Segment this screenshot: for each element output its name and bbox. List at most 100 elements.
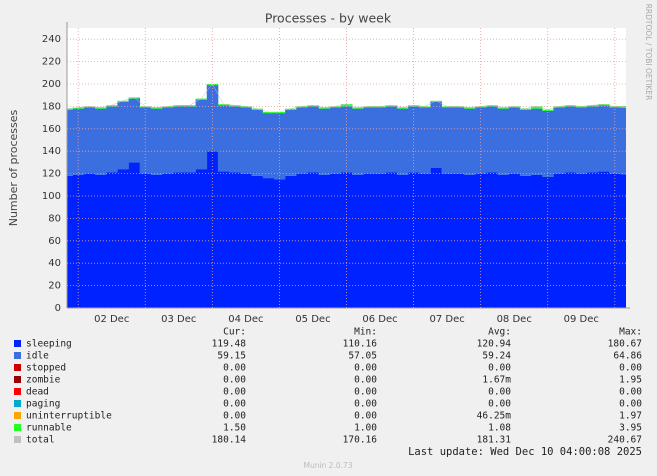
stat-header: Avg: — [488, 327, 511, 338]
legend-swatch — [14, 412, 21, 419]
stat-header: Min: — [354, 327, 377, 338]
side-label: RRDTOOL / TOBI OETIKER — [644, 4, 653, 101]
area-segment — [530, 174, 543, 308]
area-segment — [363, 173, 375, 308]
stat-value: 1.00 — [354, 423, 377, 434]
area-segment — [240, 106, 252, 108]
area-segment — [117, 100, 129, 102]
area-segment — [139, 107, 152, 174]
legend-label: uninterruptible — [26, 411, 112, 422]
area-segment — [262, 178, 275, 308]
area-segment — [229, 105, 241, 107]
legend-label: paging — [26, 399, 60, 410]
area-segment — [83, 106, 96, 108]
area-segment — [217, 105, 230, 172]
area-segment — [575, 173, 588, 308]
area-segment — [519, 175, 532, 308]
area-segment — [83, 107, 96, 174]
area-segment — [229, 172, 241, 308]
stat-value: 170.16 — [343, 435, 378, 446]
legend-swatch — [14, 340, 21, 347]
area-segment — [430, 168, 442, 308]
y-tick-label: 120 — [42, 169, 61, 180]
y-tick-label: 40 — [48, 258, 61, 269]
stat-value: 1.50 — [223, 423, 246, 434]
x-tick-label: 08 Dec — [497, 314, 532, 325]
area-segment — [385, 172, 398, 308]
area-segment — [475, 173, 487, 308]
area-segment — [352, 174, 364, 308]
y-tick-label: 20 — [48, 281, 61, 292]
stat-value: 0.00 — [619, 399, 642, 410]
area-segment — [564, 105, 577, 107]
area-segment — [106, 106, 118, 173]
total-line — [67, 83, 626, 113]
area-segment — [598, 105, 610, 172]
area-segment — [106, 172, 118, 308]
area-segment — [586, 105, 599, 107]
area-segment — [162, 173, 174, 308]
area-segment — [542, 109, 554, 111]
x-tick-label: 03 Dec — [161, 314, 196, 325]
area-segment — [273, 113, 286, 180]
area-segment — [497, 107, 510, 109]
x-tick-label: 06 Dec — [362, 314, 397, 325]
stat-value: 0.00 — [223, 399, 246, 410]
legend-label: sleeping — [26, 339, 72, 350]
area-segment — [173, 106, 185, 173]
area-segment — [452, 107, 465, 174]
area-segment — [94, 174, 107, 308]
y-axis-label: Number of processes — [7, 109, 20, 226]
area-segment — [251, 109, 264, 176]
area-segment — [575, 107, 588, 174]
area-segment — [318, 107, 331, 109]
legend-swatch — [14, 388, 21, 395]
area-segment — [195, 169, 208, 308]
x-tick-label: 05 Dec — [295, 314, 330, 325]
area-segment — [184, 106, 196, 173]
area-segment — [307, 105, 319, 107]
area-segment — [329, 107, 342, 174]
legend-label: stopped — [26, 363, 66, 374]
area-segment — [195, 99, 208, 170]
area-segment — [329, 106, 342, 108]
stat-value: 0.00 — [223, 387, 246, 398]
stat-value: 0.00 — [223, 411, 246, 422]
area-segment — [363, 106, 375, 108]
stat-value: 64.86 — [613, 351, 642, 362]
area-segment — [117, 101, 129, 170]
legend-label: dead — [26, 387, 49, 398]
area-segment — [463, 107, 476, 109]
area-segment — [150, 108, 163, 175]
y-tick-label: 0 — [55, 303, 61, 314]
stat-value: 59.24 — [482, 351, 511, 362]
area-segment — [318, 108, 331, 175]
area-segment — [564, 172, 577, 308]
area-segment — [352, 107, 364, 109]
area-segment — [542, 176, 554, 308]
area-segment — [508, 106, 521, 108]
area-segment — [217, 171, 230, 308]
area-segment — [407, 105, 420, 107]
legend-label: runnable — [26, 423, 72, 434]
y-tick-label: 220 — [42, 57, 61, 68]
x-tick-label: 09 Dec — [564, 314, 599, 325]
area-segment — [285, 108, 297, 110]
stat-value: 1.95 — [619, 375, 642, 386]
area-segment — [553, 106, 565, 108]
area-segment — [251, 175, 264, 308]
stat-value: 181.31 — [477, 435, 512, 446]
area-segment — [307, 172, 319, 308]
area-segment — [195, 98, 208, 100]
area-segment — [262, 113, 275, 179]
stat-value: 0.00 — [223, 363, 246, 374]
stat-value: 59.15 — [217, 351, 246, 362]
stat-value: 0.00 — [619, 387, 642, 398]
area-segment — [162, 106, 174, 108]
stat-value: 120.94 — [477, 339, 512, 350]
area-segment — [162, 107, 174, 174]
area-segment — [340, 172, 353, 308]
area-segment — [586, 106, 599, 173]
area-segment — [441, 106, 454, 108]
y-tick-label: 180 — [42, 101, 61, 112]
